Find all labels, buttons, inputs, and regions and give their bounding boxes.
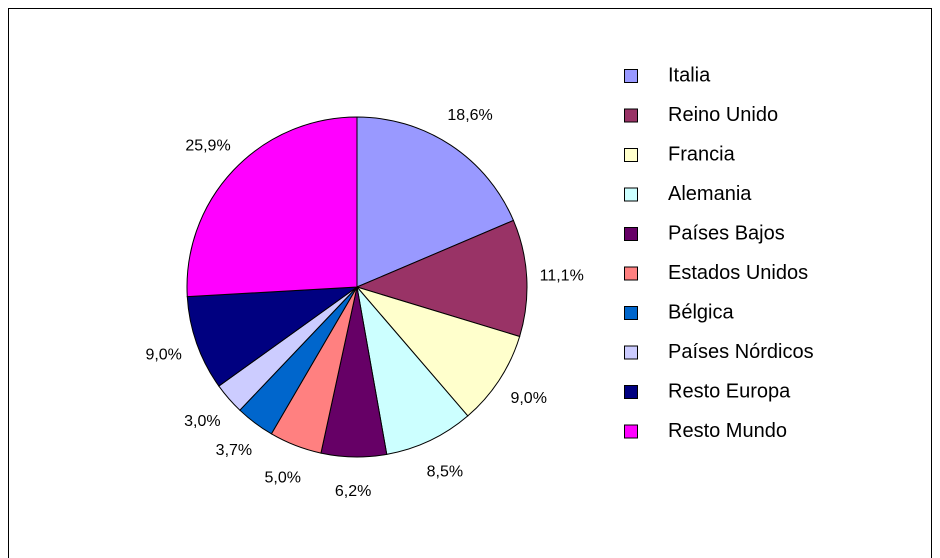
legend-swatch <box>624 385 638 399</box>
legend-label: Reino Unido <box>668 104 778 126</box>
pie-slice <box>186 116 358 298</box>
pie-slice <box>355 286 521 417</box>
data-label: 9,0% <box>510 390 546 407</box>
legend-swatch <box>624 266 638 281</box>
legend-swatch <box>624 227 638 241</box>
legend-label: Resto Europa <box>668 380 791 402</box>
legend-label: Estados Unidos <box>668 262 808 284</box>
legend-label: Italia <box>668 64 711 86</box>
pie-slice <box>186 286 359 387</box>
legend-swatch <box>624 69 638 83</box>
pie-slice <box>355 219 528 338</box>
data-label: 25,9% <box>185 137 230 154</box>
data-label: 6,2% <box>335 483 371 500</box>
data-label: 9,0% <box>145 346 181 363</box>
data-label: 18,6% <box>447 107 492 124</box>
legend-label: Resto Mundo <box>668 420 787 442</box>
data-label: 3,7% <box>216 442 252 459</box>
legend-swatch <box>624 148 638 162</box>
data-label: 3,0% <box>184 413 220 430</box>
legend-swatch <box>624 345 638 360</box>
pie-slice <box>356 116 515 288</box>
legend-label: Países Bajos <box>668 222 785 244</box>
legend-label: Bélgica <box>668 301 734 323</box>
legend-swatch <box>624 306 638 320</box>
legend-label: Francia <box>668 143 736 165</box>
legend-swatch <box>624 424 638 439</box>
data-label: 11,1% <box>540 267 584 284</box>
legend-swatch <box>624 187 638 202</box>
data-label: 8,5% <box>427 463 463 480</box>
legend-swatch <box>624 108 638 123</box>
legend-label: Países Nórdicos <box>668 341 814 363</box>
data-label: 5,0% <box>264 469 300 486</box>
legend-label: Alemania <box>668 183 752 205</box>
pie-slice <box>356 285 469 455</box>
